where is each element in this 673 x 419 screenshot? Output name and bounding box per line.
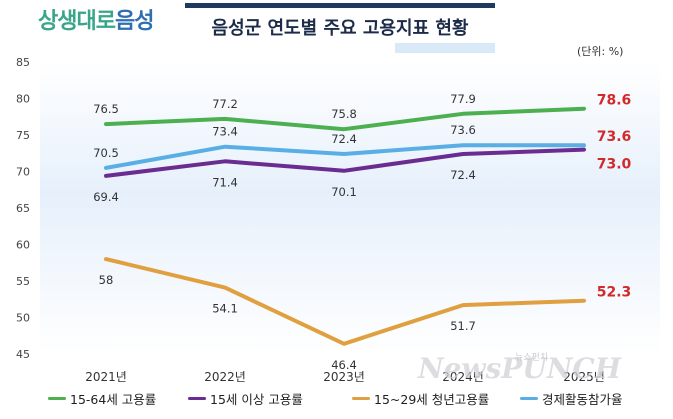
x-tick-label: 2022년	[204, 370, 246, 384]
data-label: 73.6	[450, 123, 476, 137]
watermark: NewsPUNCH	[418, 352, 622, 385]
chart-title: 음성군 연도별 주요 고용지표 현황	[211, 18, 469, 39]
y-tick-label: 65	[16, 202, 30, 215]
data-label: 72.4	[450, 168, 476, 182]
y-axis: 45 50 55 60 65 70 75 80 85	[16, 56, 30, 361]
series-line	[104, 106, 586, 132]
title-top-bar	[185, 3, 495, 8]
legend-label: 15~29세 청년고용률	[374, 391, 490, 407]
y-tick-label: 60	[16, 239, 30, 252]
plot-background	[40, 62, 660, 354]
x-tick-label: 2023년	[323, 370, 365, 384]
brand-logo: 상생대로음성	[38, 3, 154, 35]
unit-label: (단위: %)	[577, 45, 624, 58]
legend-label: 15세 이상 고용률	[210, 391, 303, 407]
y-tick-label: 50	[16, 312, 30, 325]
data-label: 58	[99, 273, 114, 287]
series-line	[104, 143, 586, 170]
x-tick-label: 2025년	[563, 370, 605, 384]
logo-part2: 음성	[114, 9, 154, 34]
series-line	[104, 147, 586, 178]
logo-part1: 상생대로	[38, 9, 116, 34]
data-label: 76.5	[93, 102, 119, 116]
watermark-sub: 뉴스펀치	[515, 353, 549, 363]
title-bottom-bar	[395, 43, 495, 53]
data-label: 69.4	[93, 190, 119, 204]
legend-item-youth-employment: 15~29세 청년고용률	[352, 388, 489, 408]
data-label: 52.3	[597, 285, 632, 301]
legend-swatch	[352, 396, 370, 400]
series-line	[104, 257, 586, 346]
data-label: 78.6	[597, 93, 632, 109]
data-label: 70.1	[331, 185, 357, 199]
legend-item-employment-15-64: 15-64세 고용률	[48, 388, 156, 408]
y-tick-label: 70	[16, 166, 30, 179]
legend-label: 경제활동참가율	[542, 391, 623, 407]
x-tick-label: 2024년	[442, 370, 484, 384]
legend-swatch	[48, 396, 66, 400]
data-label: 46.4	[331, 358, 357, 372]
data-label: 72.4	[331, 132, 357, 146]
y-tick-label: 55	[16, 275, 30, 288]
y-tick-label: 80	[16, 93, 30, 106]
legend-label: 15-64세 고용률	[70, 391, 157, 407]
data-labels: 76.5 77.2 75.8 77.9 78.6 69.4 71.4 70.1 72.4 73.0…	[93, 92, 631, 372]
legend-swatch	[520, 396, 538, 400]
legend-item-participation-rate: 경제활동참가율	[520, 388, 623, 408]
data-label: 51.7	[450, 319, 476, 333]
legend-item-employment-15-plus: 15세 이상 고용률	[188, 388, 303, 408]
data-label: 75.8	[331, 107, 357, 121]
data-label: 54.1	[212, 302, 238, 316]
y-tick-label: 45	[16, 348, 30, 361]
legend-swatch	[188, 396, 206, 400]
series-group	[104, 106, 586, 346]
x-axis: 2021년 2022년 2023년 2024년 2025년	[85, 370, 605, 384]
data-label: 73.4	[212, 125, 238, 139]
data-label: 70.5	[93, 146, 119, 160]
data-label: 77.2	[212, 97, 238, 111]
data-label: 73.6	[597, 129, 632, 145]
data-label: 73.0	[597, 157, 632, 173]
data-label: 71.4	[212, 175, 238, 189]
data-label: 77.9	[450, 92, 476, 106]
y-tick-label: 85	[16, 56, 30, 69]
x-tick-label: 2021년	[85, 370, 127, 384]
y-tick-label: 75	[16, 129, 30, 142]
